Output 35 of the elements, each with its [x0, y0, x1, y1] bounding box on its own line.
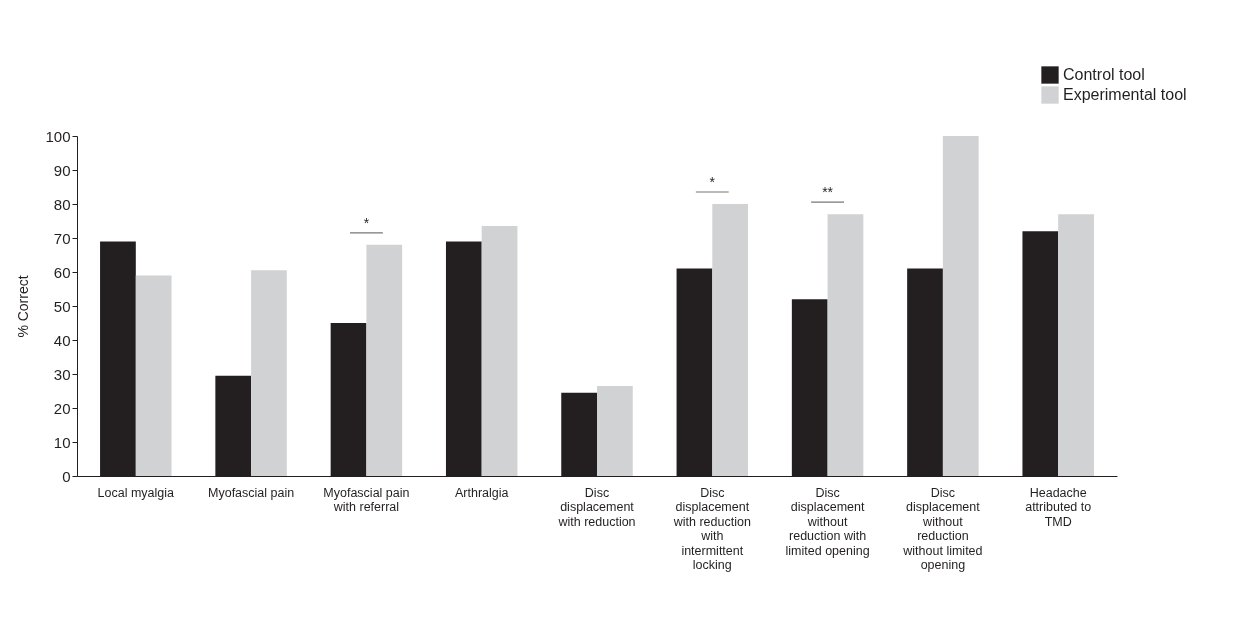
bar — [251, 270, 287, 476]
x-tick-label: Myofascial pain with referral — [323, 485, 410, 514]
y-tick-label: 90 — [53, 161, 71, 179]
bar — [366, 244, 403, 476]
x-tick-label: Local myalgia — [97, 485, 175, 500]
y-tick-label: 100 — [45, 127, 71, 145]
x-tick-label: Headache attributed to TMD — [1025, 485, 1092, 529]
annotation: * — [363, 214, 370, 231]
x-tick-label: Disc displacement with reduction — [557, 485, 636, 529]
y-tick-label: 50 — [53, 297, 71, 315]
x-tick-label: Disc displacement with reduction with intermittent locking — [672, 485, 751, 572]
y-tick-label: 80 — [53, 195, 71, 213]
bar — [942, 136, 979, 476]
bar — [597, 385, 633, 476]
y-tick-label: 40 — [53, 331, 71, 349]
bar — [1058, 214, 1094, 476]
y-tick-label: 30 — [53, 365, 71, 383]
annotation: * — [709, 174, 716, 190]
y-tick-label: 0 — [62, 467, 71, 485]
annotation: ** — [822, 184, 834, 201]
bar — [135, 275, 172, 476]
x-tick-label: Arthralgia — [454, 485, 509, 500]
legend-label: Experimental tool — [1063, 86, 1187, 103]
legend-label: Control tool — [1063, 66, 1145, 83]
y-tick-label: 60 — [53, 263, 71, 281]
bar — [712, 204, 749, 476]
x-tick-label: Disc displacement without reduction with limited opening — [785, 485, 870, 558]
y-tick-label: 20 — [53, 399, 71, 417]
y-tick-label: 10 — [53, 433, 71, 451]
x-tick-label: Myofascial pain — [208, 485, 295, 500]
y-axis-title: % Correct — [15, 275, 32, 338]
bar — [481, 226, 518, 476]
bar — [827, 214, 864, 476]
x-tick-label: Disc displacement without reduction without limited opening — [902, 485, 983, 572]
y-tick-label: 70 — [53, 229, 71, 247]
